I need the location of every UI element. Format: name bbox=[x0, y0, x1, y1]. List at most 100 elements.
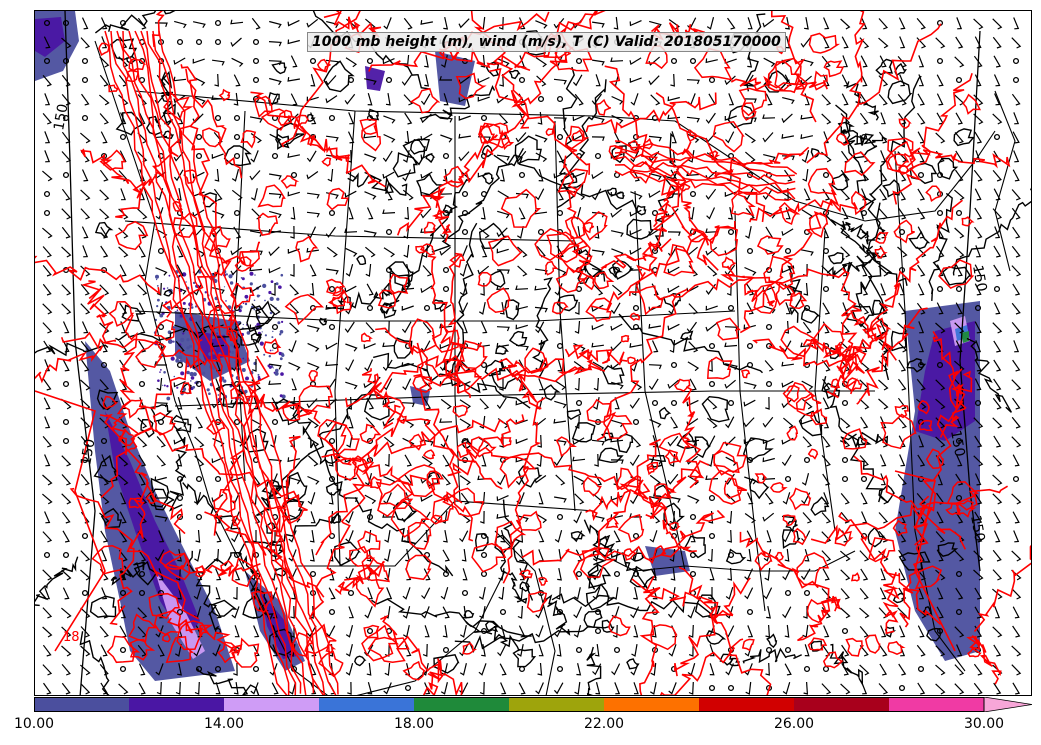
wind-barb bbox=[270, 303, 281, 315]
height-contour-loop bbox=[442, 204, 454, 214]
wind-barb bbox=[458, 115, 471, 121]
temperature-contour bbox=[797, 595, 841, 642]
wind-barb bbox=[439, 418, 453, 423]
wind-barb bbox=[366, 548, 372, 562]
height-contour bbox=[959, 30, 981, 572]
wind-barb-calm bbox=[936, 57, 944, 65]
wind-barb bbox=[974, 321, 982, 334]
wind-barb bbox=[250, 188, 258, 201]
wind-barb bbox=[307, 362, 320, 371]
wind-barb bbox=[309, 530, 315, 543]
temperature-contour-loop bbox=[914, 565, 943, 590]
wind-barb bbox=[61, 682, 71, 695]
height-contour-loop bbox=[602, 365, 625, 385]
wind-barb bbox=[80, 474, 90, 486]
wind-barb bbox=[879, 454, 887, 467]
wind-barb-calm bbox=[803, 456, 811, 464]
wind-barb bbox=[120, 321, 127, 334]
wind-barb bbox=[687, 17, 697, 30]
temperature-contour-loop bbox=[544, 260, 559, 276]
wind-barb-calm bbox=[157, 589, 165, 597]
height-contour-loop bbox=[810, 640, 825, 652]
temperature-contour bbox=[447, 252, 464, 394]
wind-barb bbox=[306, 171, 319, 180]
wind-barb bbox=[363, 230, 377, 237]
wind-barb bbox=[382, 418, 395, 427]
wind-barb bbox=[763, 57, 776, 68]
wind-barb bbox=[842, 283, 849, 296]
wind-barb bbox=[367, 587, 373, 600]
wind-barb-calm bbox=[100, 361, 108, 369]
wind-barb bbox=[233, 226, 242, 239]
wind-barb bbox=[326, 246, 338, 258]
wind-barb bbox=[724, 342, 738, 348]
wind-barb bbox=[613, 131, 621, 144]
wind-barb bbox=[667, 473, 679, 485]
temperature-fill-speck bbox=[279, 394, 283, 398]
wind-barb bbox=[804, 549, 810, 562]
temperature-fill-speck bbox=[162, 384, 164, 386]
temperature-contour-loop bbox=[880, 413, 917, 450]
wind-barb bbox=[918, 55, 925, 68]
wind-barb bbox=[935, 436, 946, 448]
wind-barb bbox=[402, 624, 410, 638]
wind-barb bbox=[994, 606, 1001, 619]
height-contour-loop bbox=[463, 609, 475, 619]
temperature-contour-loop bbox=[430, 514, 443, 525]
wind-barb bbox=[667, 285, 680, 293]
height-contour bbox=[586, 646, 602, 695]
wind-barb bbox=[80, 265, 91, 277]
wind-barb bbox=[439, 76, 452, 81]
height-contour-loop bbox=[615, 191, 625, 200]
temperature-contour-loop bbox=[405, 554, 432, 581]
height-contour-loop bbox=[742, 437, 774, 462]
state-border bbox=[814, 230, 836, 532]
wind-barb bbox=[993, 74, 1001, 87]
temperature-contour-loop bbox=[321, 157, 332, 167]
temperature-fill-speck bbox=[173, 375, 176, 378]
wind-barb bbox=[727, 567, 733, 581]
temperature-fill-speck bbox=[190, 306, 194, 309]
temperature-contour-loop bbox=[603, 413, 633, 439]
wind-barb bbox=[118, 246, 129, 258]
wind-barb bbox=[917, 625, 925, 638]
wind-barb-calm bbox=[81, 532, 89, 540]
temperature-contour-loop bbox=[887, 137, 916, 168]
wind-barb bbox=[784, 624, 790, 638]
wind-barb bbox=[935, 132, 946, 144]
wind-barb bbox=[860, 264, 868, 277]
temperature-contour-loop bbox=[782, 514, 797, 527]
wind-barb bbox=[554, 625, 564, 638]
wind-barb bbox=[99, 303, 110, 315]
wind-barb bbox=[724, 379, 736, 389]
wind-barb bbox=[667, 114, 681, 120]
wind-barb bbox=[897, 94, 907, 106]
wind-barb bbox=[118, 227, 129, 239]
wind-barb bbox=[782, 492, 791, 505]
wind-barb bbox=[535, 20, 548, 29]
wind-barb bbox=[382, 209, 396, 215]
wind-barb bbox=[992, 397, 1002, 410]
wind-barb bbox=[802, 624, 809, 638]
wind-barb bbox=[420, 20, 434, 25]
height-contour bbox=[618, 313, 763, 374]
wind-barb bbox=[480, 54, 486, 68]
temperature-contour-loop bbox=[359, 118, 378, 135]
height-contour-loop bbox=[331, 513, 342, 524]
wind-barb bbox=[879, 131, 888, 144]
wind-barb bbox=[517, 246, 528, 258]
wind-barb bbox=[709, 644, 715, 657]
wind-barb bbox=[61, 569, 72, 581]
temperature-contour bbox=[375, 327, 471, 398]
wind-barb bbox=[633, 586, 639, 600]
wind-barb bbox=[973, 113, 984, 125]
wind-barb-calm bbox=[708, 532, 716, 540]
temperature-fill-speck bbox=[272, 330, 274, 333]
colorbar-bin bbox=[699, 697, 795, 712]
wind-barb-calm bbox=[328, 209, 336, 217]
wind-barb bbox=[897, 474, 907, 486]
wind-barb bbox=[612, 587, 619, 600]
wind-barb-calm bbox=[765, 323, 773, 331]
wind-barb bbox=[268, 173, 282, 180]
wind-barb bbox=[935, 150, 945, 163]
